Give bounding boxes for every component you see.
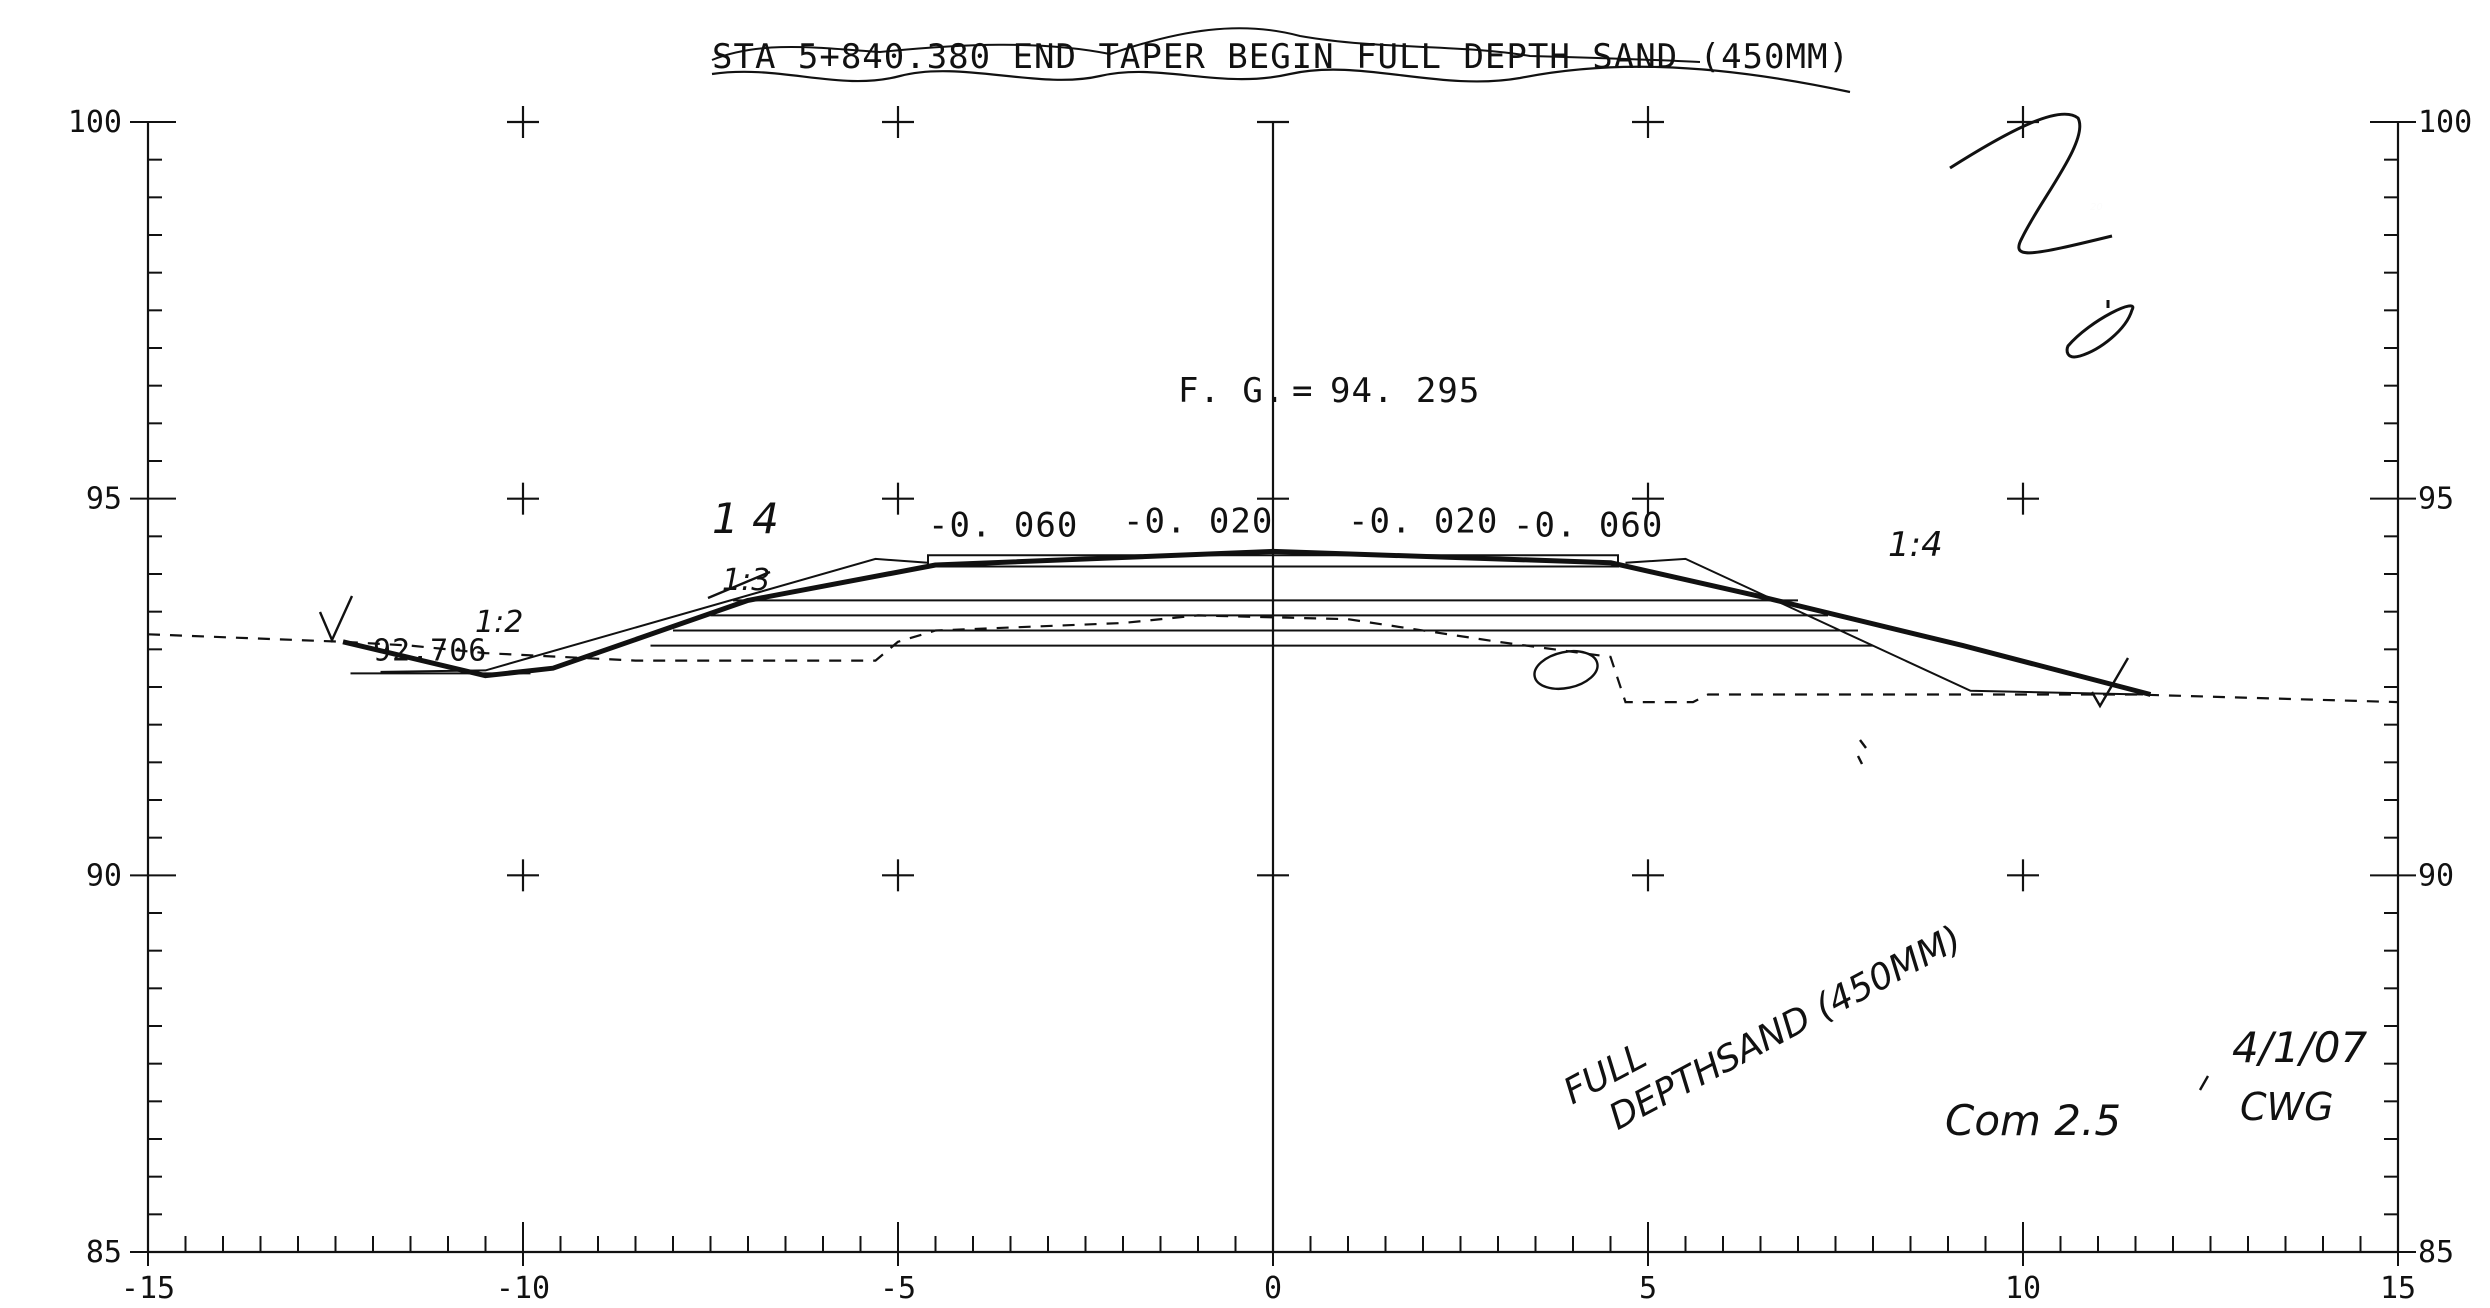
fg-label: F. G. xyxy=(1178,371,1285,411)
x-axis-labels: -15 -10 -5 0 5 10 15 xyxy=(121,1271,2416,1306)
cross-slope-label: -0. 060 xyxy=(928,505,1078,545)
handwritten-sheet-number-2 xyxy=(1949,112,2113,255)
check-mark-left xyxy=(318,595,354,643)
handwritten-slope-left: 1 4 xyxy=(712,494,779,543)
y-tick-label-right: 85 xyxy=(2418,1235,2454,1270)
y-axis-labels-left: 100 95 90 85 xyxy=(68,105,122,1270)
finished-surface-line xyxy=(342,548,2152,697)
cross-slope-label: -0. 020 xyxy=(1123,502,1273,542)
y-tick-label-right: 90 xyxy=(2418,858,2454,893)
fg-value: 94. 295 xyxy=(1330,371,1480,411)
handwritten-annotations: 1 4 1:3 1:2 1:4 20 FULL DEPTH SAND (450M… xyxy=(318,112,2367,1145)
grid-crosses xyxy=(507,106,2039,892)
sand-taper-left-line xyxy=(380,557,929,673)
fg-equals: = xyxy=(1292,371,1313,411)
handwritten-initials: CWG xyxy=(2240,1085,2334,1129)
x-tick-label: 15 xyxy=(2380,1271,2416,1306)
pavement-layer-box xyxy=(927,554,1619,568)
y-axis-labels-right: 100 95 90 85 xyxy=(2418,105,2472,1270)
cross-slope-label: -0. 060 xyxy=(1513,505,1663,545)
title-revision-cloud-top xyxy=(711,27,1701,63)
cross-slope-labels: -0. 060 -0. 020 -0. 020 -0. 060 xyxy=(928,502,1663,546)
y-tick-label-right: 100 xyxy=(2418,105,2472,140)
sand-taper-right-line xyxy=(1625,557,2144,696)
y-tick-label-left: 85 xyxy=(86,1235,122,1270)
axis-ticks xyxy=(130,121,2416,1266)
handwritten-date: 4/1/07 xyxy=(2232,1023,2367,1072)
handwritten-slope-ditch: 1:2 xyxy=(475,605,523,640)
circle-mark xyxy=(1533,649,1599,691)
note-line-3: SAND (450MM) xyxy=(1708,918,1968,1082)
handwritten-comment: Com 2.5 xyxy=(1945,1096,2121,1145)
x-tick-label: -15 xyxy=(121,1271,175,1306)
handwritten-sheet-number-0 xyxy=(2065,300,2135,359)
section-profiles xyxy=(147,548,2399,704)
x-tick-label: -5 xyxy=(880,1271,916,1306)
plot-frame xyxy=(146,122,2400,1254)
title-group: STA 5+840.380 END TAPER BEGIN FULL DEPTH… xyxy=(711,27,1851,94)
handwritten-sheet-number-text: 20 xyxy=(2090,202,2103,213)
strike-through-mark xyxy=(707,570,771,600)
x-tick-label: 5 xyxy=(1639,1271,1657,1306)
handwritten-slope-right: 1:4 xyxy=(1888,525,1943,565)
finished-grade-label: F. G. = 94. 295 xyxy=(1178,371,1480,411)
check-mark-right xyxy=(2090,657,2130,709)
title-revision-cloud xyxy=(711,65,1851,94)
handwritten-note: FULL DEPTH SAND (450MM) xyxy=(1557,918,1968,1138)
x-tick-label: 10 xyxy=(2005,1271,2041,1306)
ditch-elevation-label: 92.706 xyxy=(373,634,487,669)
handwritten-slope-left-struck: 1:3 xyxy=(722,563,770,598)
cross-slope-label: -0. 020 xyxy=(1348,502,1498,542)
y-tick-label-left: 95 xyxy=(86,482,122,517)
x-tick-label: 0 xyxy=(1264,1271,1282,1306)
y-tick-label-left: 90 xyxy=(86,858,122,893)
x-tick-label: -10 xyxy=(496,1271,550,1306)
dash-mark xyxy=(2198,1075,2210,1091)
y-tick-label-right: 95 xyxy=(2418,482,2454,517)
stray-mark xyxy=(1856,739,1867,765)
section-title: STA 5+840.380 END TAPER BEGIN FULL DEPTH… xyxy=(712,37,1850,77)
y-tick-label-left: 100 xyxy=(68,105,122,140)
